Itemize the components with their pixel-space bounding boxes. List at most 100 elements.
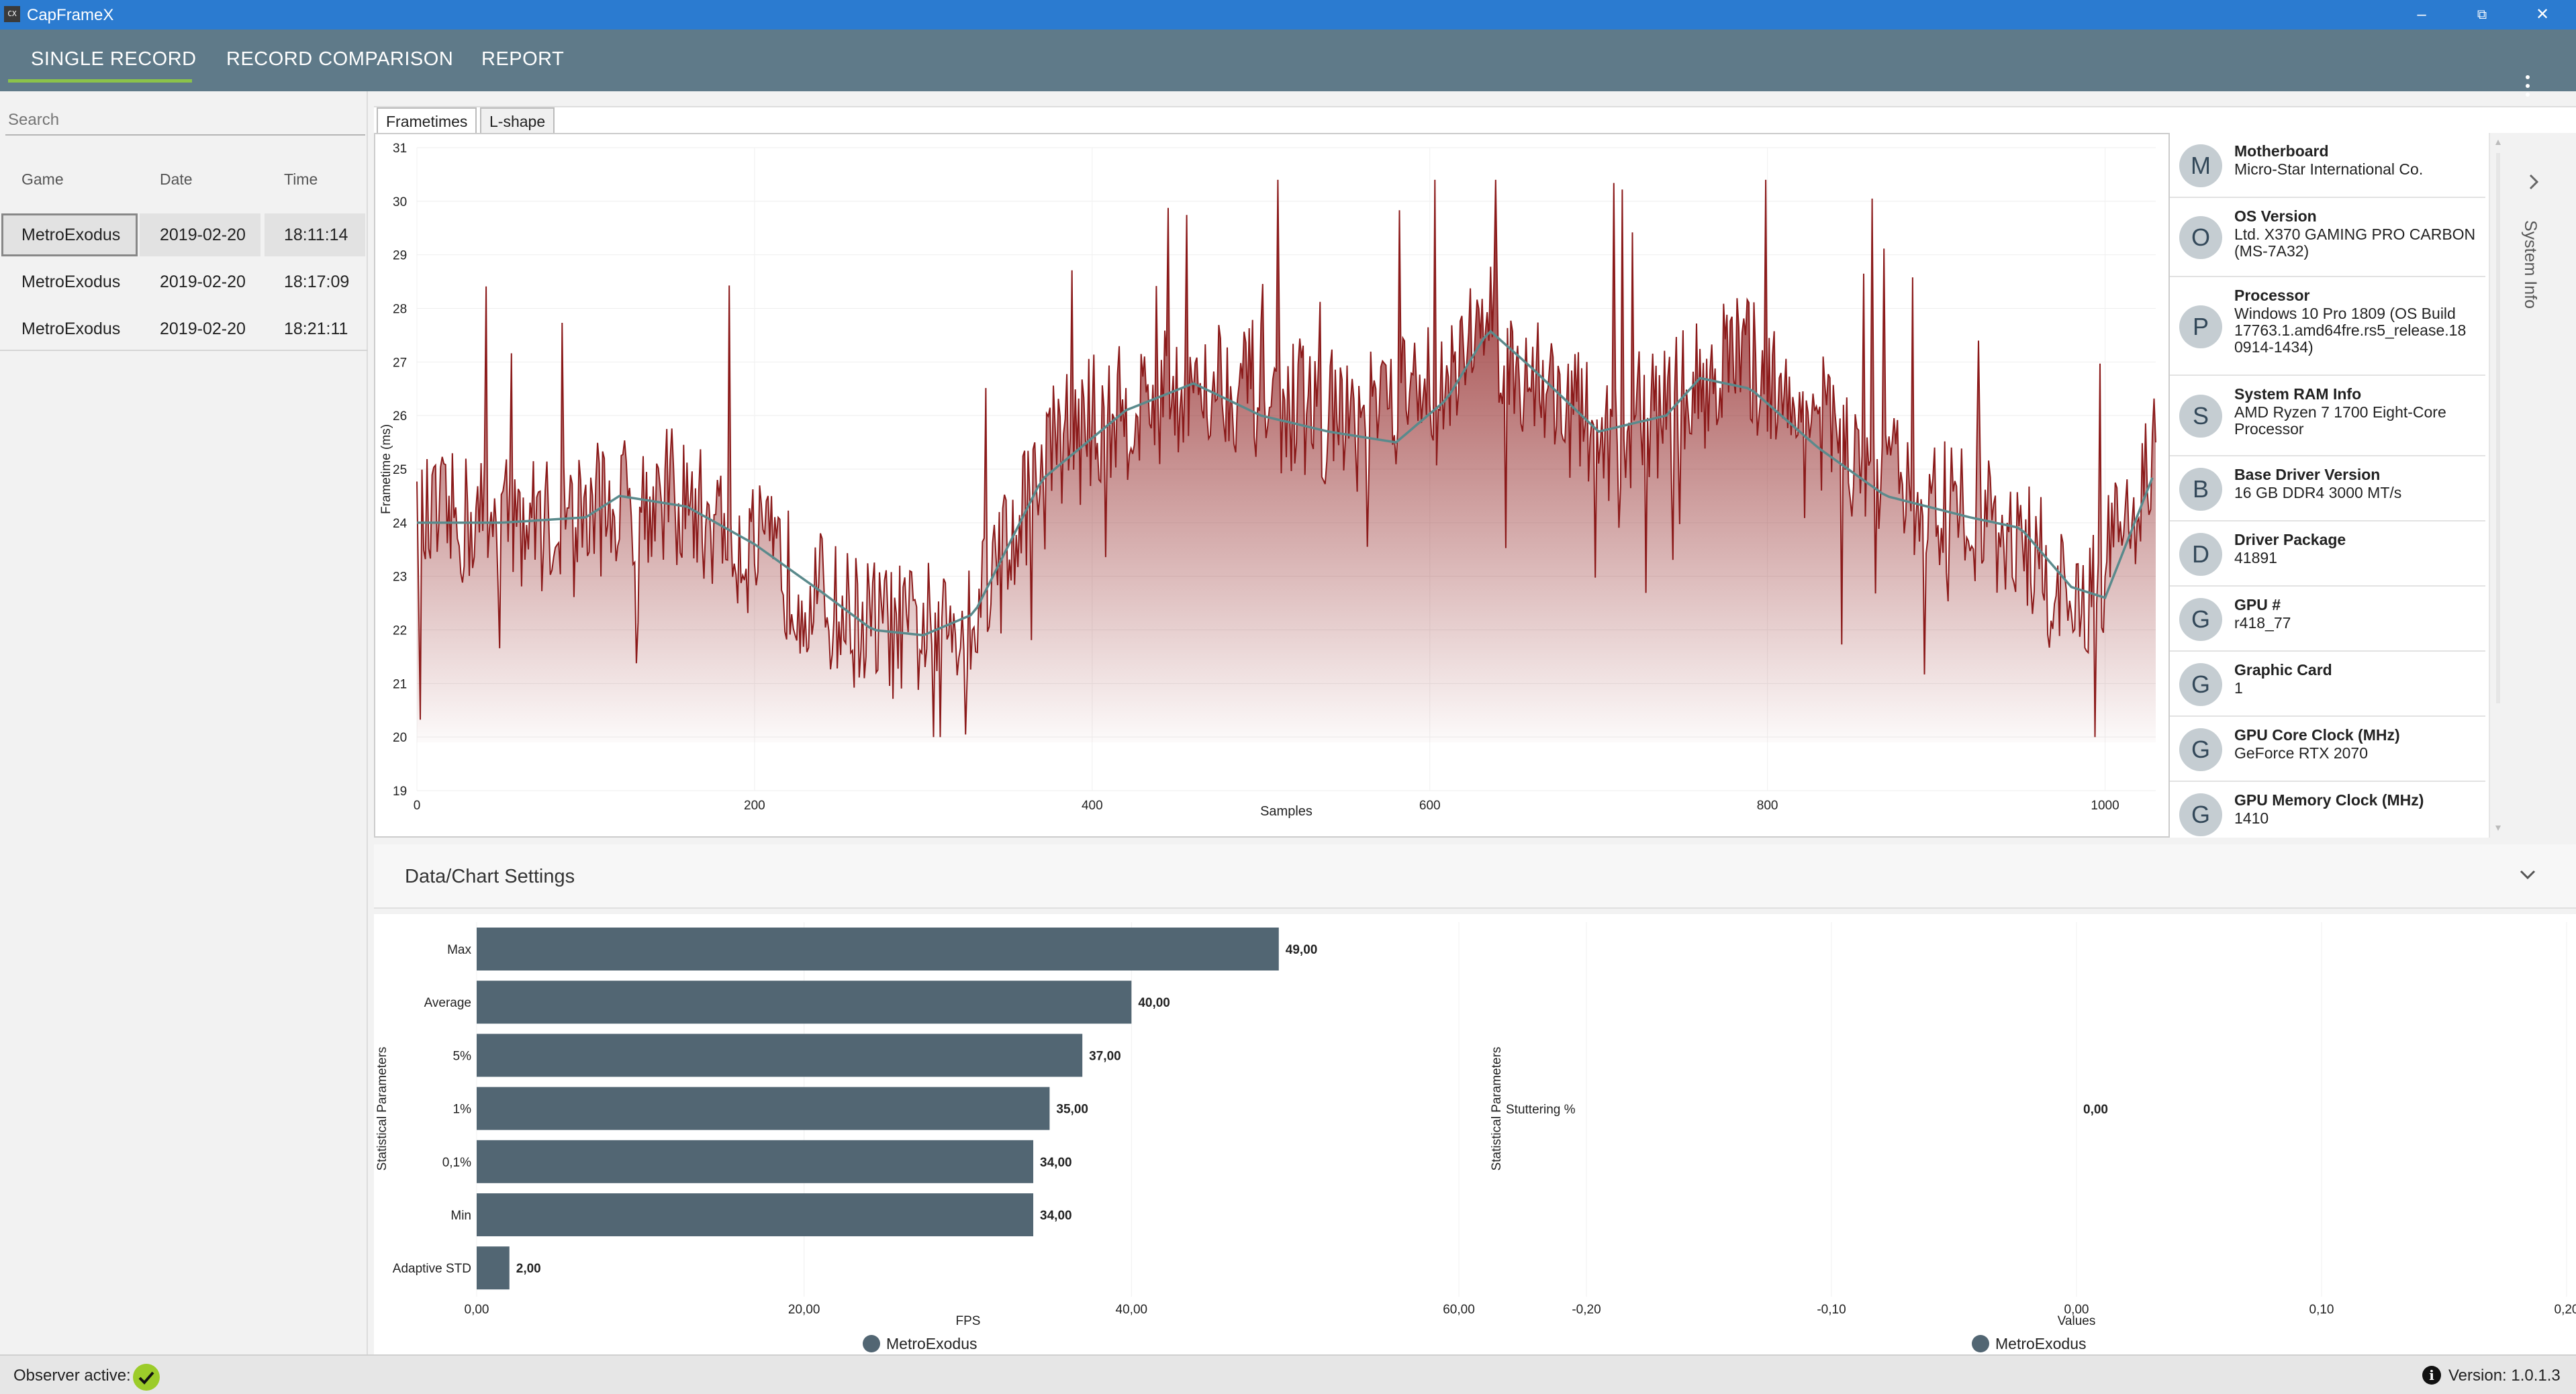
stat-bar (477, 1246, 510, 1290)
y-tick-label: 20 (393, 731, 407, 745)
system-info-label: Motherboard (2234, 142, 2329, 160)
kebab-menu-icon[interactable] (2524, 75, 2531, 102)
system-info-value: Micro-Star International Co. (2234, 160, 2424, 178)
moving-average-line (417, 330, 2154, 637)
x-tick-label: 600 (1419, 799, 1441, 813)
stat-bar (477, 1140, 1034, 1183)
y-tick-label: 28 (393, 303, 407, 317)
system-info-label: Graphic Card (2234, 661, 2332, 679)
category-label: Min (450, 1209, 471, 1223)
x-tick-label: 400 (1082, 799, 1103, 813)
system-info-sidebar[interactable]: System Info (2489, 133, 2576, 838)
data-label: 34,00 (1040, 1209, 1072, 1223)
frametime-chart: 19 20 21 22 23 24 25 26 27 28 29 30 31 0 200 400 600 800 1… (379, 142, 2156, 819)
system-info-item: S System RAM Info AMD Ryzen 7 1700 Eight-C… (2170, 376, 2485, 456)
x-tick-label: -0,10 (1817, 1303, 1846, 1317)
cell-time: 18:21:11 (284, 319, 348, 338)
tab-single-record[interactable]: SINGLE RECORD (31, 48, 197, 70)
close-button[interactable]: ✕ (2535, 5, 2550, 23)
cell-game: MetroExodus (21, 272, 121, 291)
system-info-label: Driver Package (2234, 531, 2346, 548)
tab-l-shape[interactable]: L-shape (480, 107, 555, 134)
cell-game: MetroExodus (21, 226, 121, 244)
column-header-game[interactable]: Game (21, 170, 64, 188)
chevron-right-icon[interactable] (2525, 173, 2542, 191)
table-row[interactable]: MetroExodus 2019-02-20 18:17:09 (0, 260, 368, 303)
stat-bar (477, 981, 1132, 1024)
column-header-date[interactable]: Date (160, 170, 193, 188)
tab-record-comparison[interactable]: RECORD COMPARISON (226, 48, 454, 70)
data-label: 0,00 (2083, 1103, 2108, 1117)
x-tick-label: 60,00 (1443, 1303, 1475, 1317)
system-info-item: G Graphic Card 1 (2170, 652, 2485, 717)
title-bar: CX CapFrameX – ⧉ ✕ (0, 0, 2576, 30)
y-axis-label: Frametime (ms) (379, 424, 393, 514)
y-tick-label: 22 (393, 624, 407, 638)
x-tick-label: 200 (744, 799, 765, 813)
restore-button[interactable]: ⧉ (2477, 7, 2487, 22)
system-info-label: OS Version (2234, 207, 2317, 225)
y-tick-label: 23 (393, 570, 407, 585)
tab-frametimes[interactable]: Frametimes (377, 107, 477, 134)
x-axis-label: Values (2058, 1314, 2096, 1328)
system-info-label: GPU Memory Clock (MHz) (2234, 791, 2424, 809)
frametime-line (416, 179, 2156, 738)
avatar: O (2179, 216, 2222, 259)
system-info-label: Processor (2234, 287, 2310, 304)
table-row[interactable]: MetroExodus 2019-02-20 18:21:11 (0, 307, 368, 350)
data-label: 49,00 (1286, 943, 1318, 957)
status-bar: Observer active: i Version: 1.0.1.3 (0, 1354, 2576, 1394)
info-icon[interactable]: i (2422, 1366, 2441, 1385)
y-axis-label: Statistical Parameters (1490, 1047, 1504, 1171)
system-info-value: r418_77 (2234, 614, 2291, 632)
x-tick-label: 20,00 (788, 1303, 820, 1317)
category-label: Average (424, 996, 471, 1010)
record-list-pane: Game Date Time MetroExodus 2019-02-20 18… (0, 91, 368, 1354)
minimize-button[interactable]: – (2417, 5, 2426, 23)
system-info-value: 1 (2234, 679, 2243, 697)
data-label: 35,00 (1056, 1103, 1088, 1117)
stat-bar (477, 928, 1279, 970)
x-axis-label: Samples (1260, 804, 1313, 819)
stat-bar (477, 1193, 1034, 1236)
y-tick-label: 26 (393, 409, 407, 424)
table-row[interactable]: MetroExodus 2019-02-20 18:11:14 (0, 213, 368, 256)
x-tick-label: 0,00 (465, 1303, 489, 1317)
legend-marker (863, 1335, 880, 1352)
x-tick-label: 0,00 (2064, 1303, 2089, 1317)
avatar: G (2179, 597, 2222, 641)
system-info-value: GeForce RTX 2070 (2234, 744, 2369, 762)
x-axis-label: FPS (956, 1314, 981, 1328)
system-info-label: GPU Core Clock (MHz) (2234, 726, 2400, 744)
y-tick-label: 31 (393, 142, 407, 156)
chevron-down-icon[interactable] (2518, 864, 2538, 885)
cell-time: 18:17:09 (284, 272, 350, 291)
search-input[interactable] (5, 106, 365, 136)
avatar: G (2179, 728, 2222, 771)
list-divider (0, 350, 368, 351)
cell-date: 2019-02-20 (160, 226, 246, 244)
system-info-label: System Info (2521, 220, 2540, 309)
app-logo-icon: CX (4, 6, 20, 22)
system-info-item: B Base Driver Version 16 GB DDR4 3000 MT/s (2170, 456, 2485, 521)
column-header-time[interactable]: Time (284, 170, 318, 188)
avatar: P (2179, 305, 2222, 348)
system-info-item: G GPU # r418_77 (2170, 587, 2485, 652)
category-label: 0,1% (442, 1156, 471, 1170)
stat-bar (477, 1087, 1050, 1130)
tab-report[interactable]: REPORT (481, 48, 565, 70)
system-info-value: Windows 10 Pro 1809 (OS Build 17763.1.am… (2234, 305, 2467, 356)
x-tick-label: 0 (414, 799, 421, 813)
y-tick-label: 27 (393, 356, 407, 370)
system-info-value: 41891 (2234, 549, 2277, 566)
x-tick-label: 0,10 (2309, 1303, 2334, 1317)
avatar: B (2179, 467, 2222, 511)
data-chart-settings-header[interactable]: Data/Chart Settings (374, 844, 2576, 909)
category-label: 1% (453, 1103, 472, 1117)
system-info-label: System RAM Info (2234, 385, 2362, 403)
system-info-value: 1410 (2234, 809, 2269, 827)
system-info-scrollbar[interactable] (2495, 140, 2501, 831)
legend-marker (1972, 1335, 1989, 1352)
cell-time: 18:11:14 (284, 226, 348, 244)
observer-status-label: Observer active: (13, 1366, 131, 1385)
